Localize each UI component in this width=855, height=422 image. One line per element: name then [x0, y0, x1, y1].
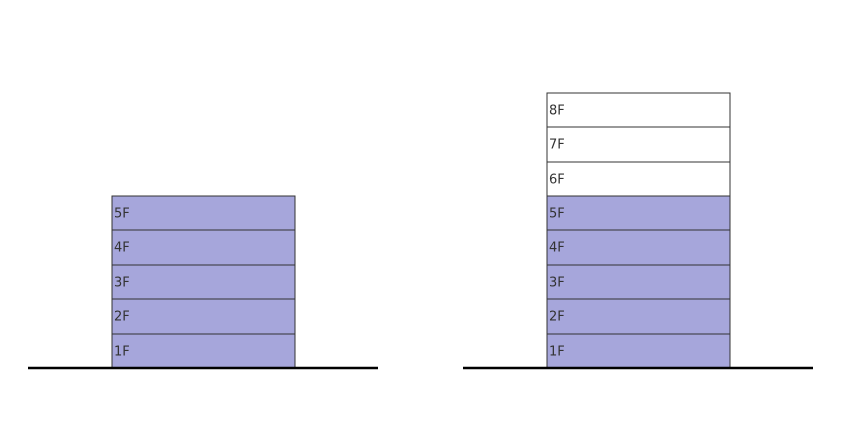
floor-label: 4F	[549, 241, 565, 256]
floor-label: 6F	[549, 173, 565, 188]
floor-label: 2F	[114, 310, 130, 325]
floor	[111, 333, 296, 369]
floor	[111, 298, 296, 335]
floor-label: 4F	[114, 241, 130, 256]
floor	[546, 126, 731, 163]
floor	[546, 298, 731, 335]
floor	[546, 92, 731, 128]
floor-label: 1F	[114, 345, 130, 360]
floor	[546, 229, 731, 266]
floor-label: 2F	[549, 310, 565, 325]
building-left: 1F 2F 3F 4F 5F	[28, 195, 378, 370]
floor-label: 3F	[549, 276, 565, 291]
floor	[546, 195, 731, 231]
floor	[546, 264, 731, 300]
floor-label: 3F	[114, 276, 130, 291]
floor-label: 7F	[549, 138, 565, 153]
floor-label: 8F	[549, 104, 565, 119]
floor	[111, 195, 296, 231]
floor-label: 5F	[549, 207, 565, 222]
floor	[546, 161, 731, 197]
building-right: 1F 2F 3F 4F 5F 6F 7F 8F	[463, 92, 813, 370]
floor-label: 5F	[114, 207, 130, 222]
floor	[111, 264, 296, 300]
floor-label: 1F	[549, 345, 565, 360]
floor	[111, 229, 296, 266]
floor	[546, 333, 731, 369]
